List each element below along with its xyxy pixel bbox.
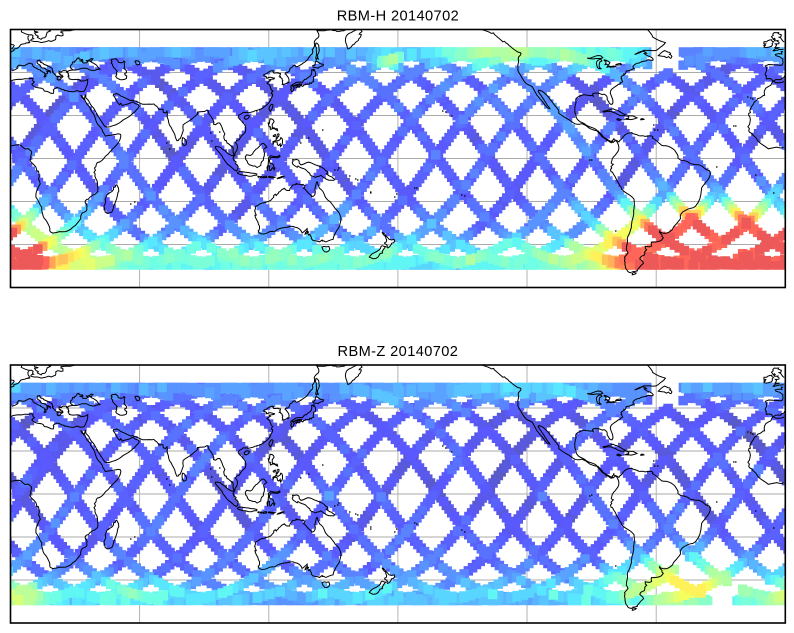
svg-text:RBM-H 20140702: RBM-H 20140702 (337, 9, 459, 25)
svg-text:RBM-Z 20140702: RBM-Z 20140702 (338, 344, 459, 360)
